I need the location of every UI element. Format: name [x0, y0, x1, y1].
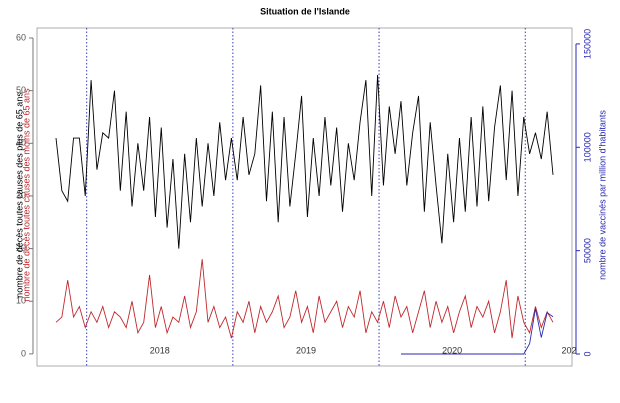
y2-tick-label: 0: [582, 352, 592, 357]
y2-tick-label: 150000: [582, 29, 592, 59]
y-tick-label: 40: [16, 138, 26, 148]
axis-label: nombre de décès toutes causes des moins …: [21, 88, 31, 302]
y-tick-label: 60: [16, 32, 26, 42]
y-tick-label: 20: [16, 243, 26, 253]
x-tick-label: 2018: [150, 345, 170, 355]
y2-tick-label: 100000: [582, 132, 592, 162]
plot-frame: [36, 27, 573, 367]
x-tick-label: 2020: [442, 345, 462, 355]
axis-label: nombre de vaccinés par million d'habitan…: [597, 110, 607, 280]
y-tick-label: 0: [21, 348, 26, 358]
series-line: [400, 308, 554, 355]
series-line: [55, 74, 554, 249]
y-tick-label: 30: [16, 190, 26, 200]
chart-title: Situation de l'Islande: [260, 6, 350, 16]
y-tick-label: 50: [16, 85, 26, 95]
x-tick-label: 202: [562, 345, 577, 355]
x-tick-label: 2019: [296, 345, 316, 355]
y2-tick-label: 50000: [582, 238, 592, 263]
y-tick-label: 10: [16, 296, 26, 306]
series-line: [55, 259, 554, 339]
axis-label: nombre de décès toutes causes des plus d…: [14, 92, 24, 298]
